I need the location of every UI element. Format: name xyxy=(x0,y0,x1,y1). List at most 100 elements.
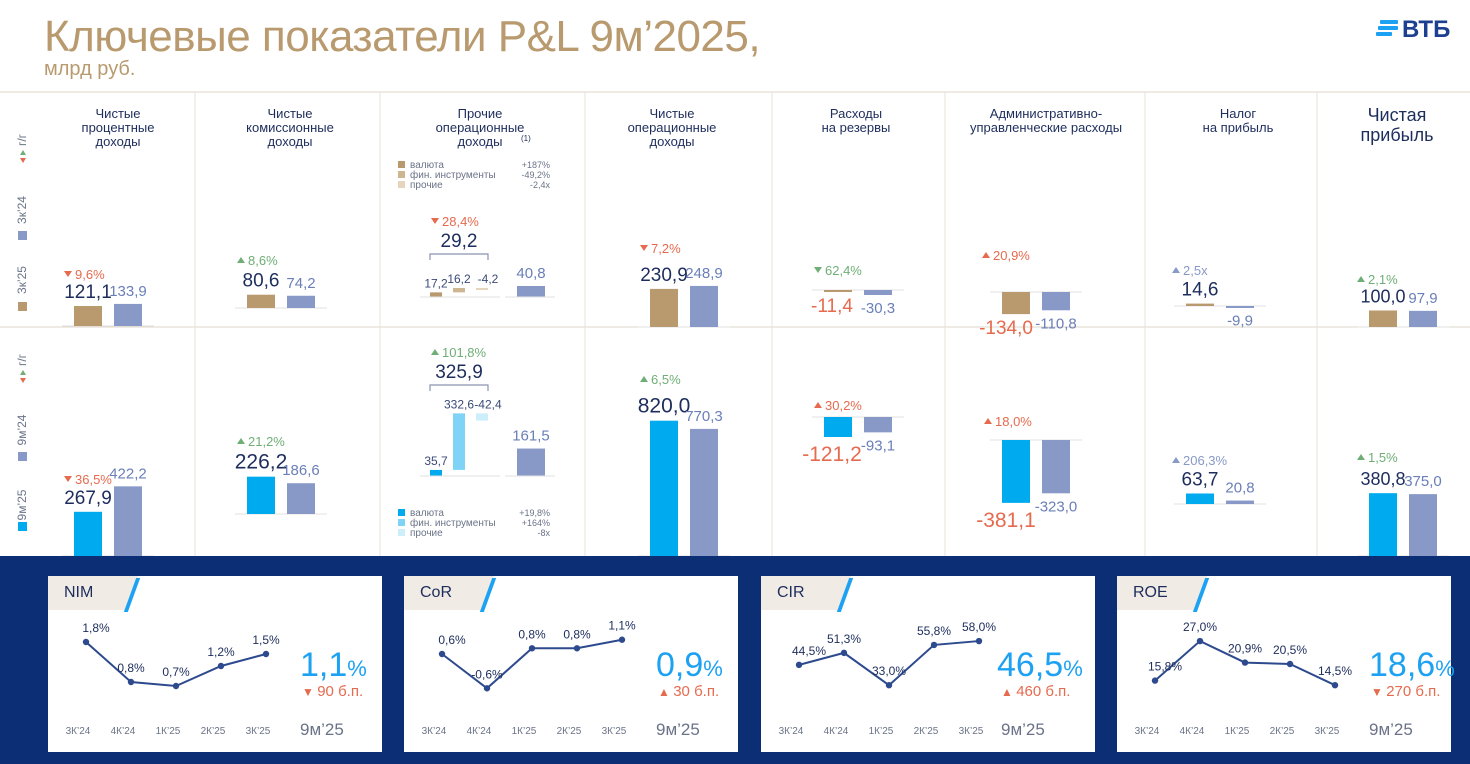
value-label-current: -11,4 xyxy=(811,296,853,317)
kpi-summary-unit: % xyxy=(1435,656,1455,681)
column-header: Административно-управленческие расходы xyxy=(970,106,1122,135)
triangle-down-icon: ▼ xyxy=(302,685,318,699)
change-up-icon xyxy=(814,402,822,408)
triangle-up-icon: ▲ xyxy=(1001,685,1017,699)
value-label-prior: 186,6 xyxy=(282,462,320,479)
kpi-summary-change: ▼ 90 б.п. xyxy=(302,683,363,700)
change-label: 30,2% xyxy=(825,398,862,413)
value-label-current: 121,1 xyxy=(64,282,112,303)
kpi-point-label: 55,8% xyxy=(917,624,951,638)
breakdown-legend-change: -49,2% xyxy=(521,170,550,180)
value-label-current: 380,8 xyxy=(1360,469,1405,489)
change-label: 206,3% xyxy=(1183,453,1228,468)
change-up-icon xyxy=(1357,276,1365,282)
column-header-line: комиссионные xyxy=(246,120,334,135)
kpi-quarter-label: 3К’24 xyxy=(422,726,447,737)
kpi-summary-value: 18,6% xyxy=(1369,646,1455,685)
kpi-point xyxy=(1196,637,1204,645)
value-label-prior: -110,8 xyxy=(1035,315,1076,332)
change-up-icon xyxy=(984,418,992,424)
change-label: 6,5% xyxy=(651,372,681,387)
kpi-change-value: 460 б.п. xyxy=(1016,683,1071,700)
change-label: 7,2% xyxy=(651,241,681,256)
total-bracket xyxy=(429,384,489,391)
kpi-summary-unit: % xyxy=(347,656,367,681)
column-header-line: Прочие xyxy=(458,106,503,121)
legend-swatch-3k24 xyxy=(18,231,27,240)
change-label: 2,1% xyxy=(1368,272,1398,287)
breakdown-bar xyxy=(476,287,488,290)
column-header-line: Чистые xyxy=(268,106,313,121)
kpi-point xyxy=(82,638,90,646)
kpi-point-label: 1,5% xyxy=(252,633,280,647)
bar-prior xyxy=(287,295,315,308)
value-label-current: 100,0 xyxy=(1360,287,1405,307)
column-header-line: доходы xyxy=(650,134,695,149)
change-up-icon xyxy=(982,252,990,258)
kpi-period: 9м’25 xyxy=(1369,720,1413,739)
value-label-current: 267,9 xyxy=(64,488,112,509)
change-label: 28,4% xyxy=(442,214,479,229)
bar-prior xyxy=(690,428,718,556)
vtb-logo: ВТБ xyxy=(1376,16,1460,48)
kpi-quarter-label: 1К’25 xyxy=(869,726,894,737)
value-label-current: 230,9 xyxy=(640,265,688,286)
column-header-line: Чистые xyxy=(650,106,695,121)
column-header: Чистые комиссионные доходы xyxy=(246,106,334,149)
value-label-prior: -30,3 xyxy=(861,300,895,317)
kpi-point xyxy=(172,682,180,690)
change-down-icon xyxy=(431,218,439,224)
kpi-summary-value: 1,1% xyxy=(300,646,367,685)
value-label-current: 29,2 xyxy=(441,231,478,252)
bar-prior xyxy=(1409,494,1437,556)
value-label-prior: -9,9 xyxy=(1227,313,1253,330)
breakdown-legend-change: -2,4x xyxy=(530,180,551,190)
value-label-current: 80,6 xyxy=(243,271,280,292)
bar-prior xyxy=(114,486,142,556)
kpi-point xyxy=(1151,677,1159,684)
breakdown-legend-swatch xyxy=(398,519,405,526)
change-label: 18,0% xyxy=(995,414,1032,429)
kpi-point xyxy=(528,645,536,652)
bar-current xyxy=(1002,292,1030,315)
kpi-point xyxy=(1286,660,1294,668)
yoy-down-icon xyxy=(20,158,26,163)
kpi-point-label: 33,0% xyxy=(872,664,906,678)
triangle-up-icon: ▲ xyxy=(658,685,674,699)
kpi-quarter-label: 3К’25 xyxy=(246,726,271,737)
page-subtitle: млрд руб. xyxy=(44,58,136,80)
value-label-prior: 40,8 xyxy=(516,265,545,282)
column-header-line: на прибыль xyxy=(1203,120,1274,135)
kpi-summary-change: ▼ 270 б.п. xyxy=(1371,683,1440,700)
kpi-summary-value: 0,9% xyxy=(656,646,723,685)
kpi-card-cir: CIR 44,5% 3К’24 51,3% 4К’24 33,0% 1К’25 55,8% 2К… xyxy=(761,576,1095,752)
row-label-3k25-group: 3к’25 xyxy=(15,266,29,294)
change-down-icon xyxy=(814,267,822,273)
breakdown-legend-label: прочие xyxy=(410,528,443,539)
breakdown-value-label: 17,2 xyxy=(424,276,448,290)
kpi-point xyxy=(795,661,803,669)
kpi-quarter-label: 2К’25 xyxy=(557,726,582,737)
kpi-summary-number: 0,9 xyxy=(656,646,704,684)
kpi-period: 9м’25 xyxy=(300,720,344,739)
kpi-change-value: 30 б.п. xyxy=(673,683,720,700)
kpi-summary-change: ▲ 460 б.п. xyxy=(1001,683,1070,700)
breakdown-legend-label: фин. инструменты xyxy=(410,517,496,529)
kpi-point xyxy=(438,650,446,658)
bar-current xyxy=(1186,303,1214,306)
kpi-period: 9м’25 xyxy=(656,720,700,739)
change-label: 20,9% xyxy=(993,248,1030,263)
value-label-prior: 74,2 xyxy=(286,275,315,292)
bar-current xyxy=(824,290,852,292)
breakdown-legend-label: валюта xyxy=(410,160,444,171)
kpi-point xyxy=(1331,681,1339,689)
value-label-prior: 770,3 xyxy=(685,408,723,425)
change-label: 21,2% xyxy=(248,434,285,449)
kpi-point-label: 20,9% xyxy=(1228,642,1262,656)
bar-current xyxy=(1369,310,1397,327)
kpi-summary-number: 1,1 xyxy=(300,646,348,684)
change-up-icon xyxy=(237,257,245,263)
column-header: Налог на прибыль xyxy=(1203,106,1274,135)
kpi-quarter-label: 1К’25 xyxy=(156,726,181,737)
change-up-icon xyxy=(1357,454,1365,460)
